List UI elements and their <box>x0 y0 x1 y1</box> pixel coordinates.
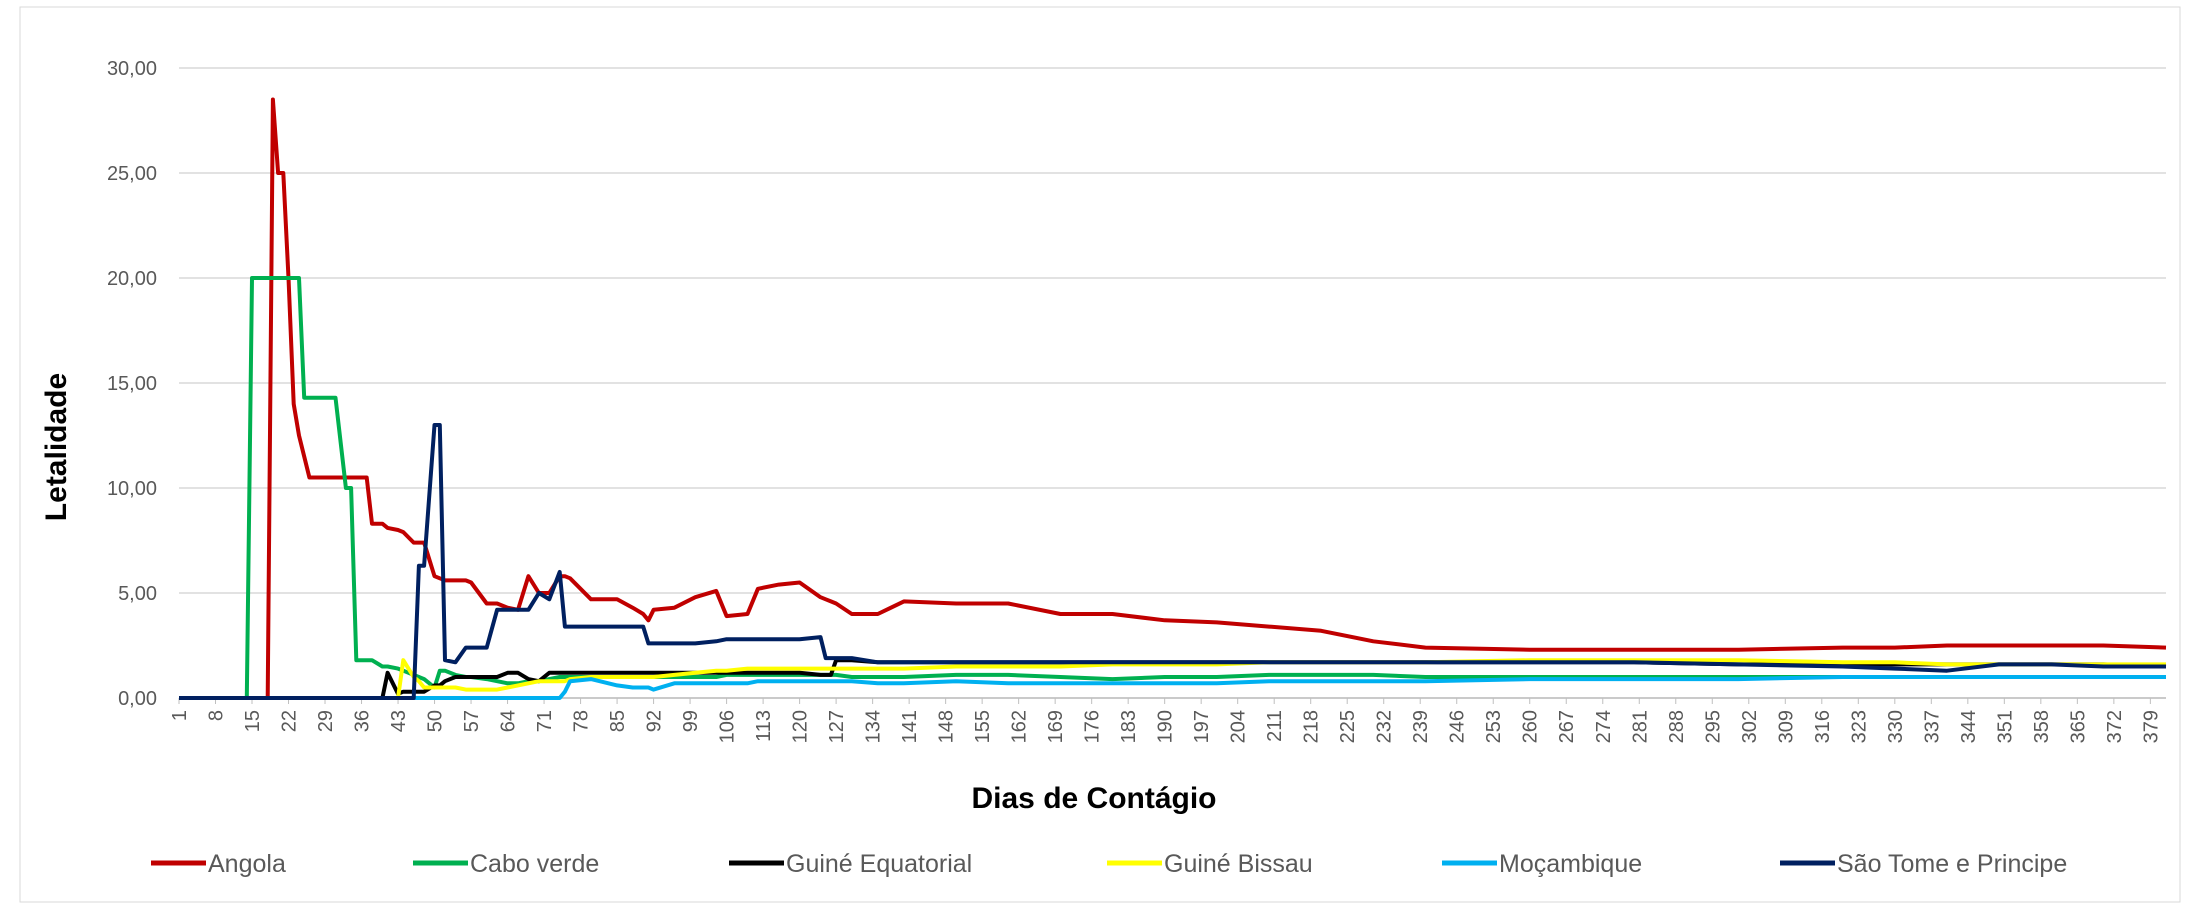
legend-label: São Tome e Principe <box>1837 850 2067 878</box>
y-tick-label: 25,00 <box>107 163 157 185</box>
legend-label: Guiné Bissau <box>1164 850 1313 878</box>
x-tick-label: 316 <box>1812 710 1834 743</box>
y-tick-label: 5,00 <box>118 583 157 605</box>
x-tick-label: 260 <box>1520 710 1542 743</box>
x-tick-label: 113 <box>753 710 775 742</box>
y-tick-label: 0,00 <box>118 688 157 710</box>
x-tick-label: 218 <box>1301 710 1323 743</box>
y-tick-label: 30,00 <box>107 58 157 80</box>
x-tick-label: 372 <box>2104 710 2126 743</box>
chart-frame <box>19 6 2181 903</box>
legend-label: Cabo verde <box>470 850 599 878</box>
x-tick-label: 295 <box>1702 710 1724 743</box>
x-tick-label: 50 <box>425 710 447 732</box>
x-tick-label: 64 <box>498 710 520 732</box>
x-tick-label: 120 <box>790 710 812 743</box>
x-tick-label: 134 <box>863 710 885 743</box>
x-tick-label: 155 <box>972 710 994 743</box>
x-tick-label: 309 <box>1775 710 1797 743</box>
x-tick-label: 358 <box>2031 710 2053 743</box>
x-tick-label: 211 <box>1264 710 1286 742</box>
series-line <box>179 276 2166 700</box>
x-tick-label: 183 <box>1118 710 1140 743</box>
x-tick-label: 1 <box>169 710 191 721</box>
x-tick-label: 176 <box>1082 710 1104 743</box>
x-tick-label: 57 <box>461 710 483 732</box>
x-tick-label: 204 <box>1228 710 1250 743</box>
x-tick-label: 29 <box>315 710 337 732</box>
x-tick-label: 106 <box>717 710 739 743</box>
x-tick-label: 8 <box>206 710 228 721</box>
legend-label: Moçambique <box>1499 850 1642 878</box>
y-tick-label: 20,00 <box>107 268 157 290</box>
x-tick-label: 281 <box>1629 710 1651 743</box>
x-axis-title: Dias de Contágio <box>971 782 1216 815</box>
x-tick-label: 225 <box>1337 710 1359 743</box>
x-tick-label: 239 <box>1410 710 1432 743</box>
x-tick-label: 288 <box>1666 710 1688 743</box>
x-tick-label: 85 <box>607 710 629 732</box>
x-tick-label: 15 <box>242 710 264 732</box>
series-line <box>179 97 2167 700</box>
x-tick-label: 323 <box>1848 710 1870 743</box>
legend-label: Angola <box>208 850 286 878</box>
y-tick-label: 15,00 <box>107 373 157 395</box>
x-tick-label: 36 <box>352 710 374 732</box>
x-tick-label: 190 <box>1155 710 1177 743</box>
x-tick-label: 78 <box>571 710 593 732</box>
x-tick-label: 92 <box>644 710 666 732</box>
x-tick-label: 232 <box>1374 710 1396 743</box>
x-tick-label: 148 <box>936 710 958 743</box>
x-tick-label: 71 <box>534 710 556 732</box>
x-tick-label: 99 <box>680 710 702 732</box>
x-tick-label: 197 <box>1191 710 1213 743</box>
x-tick-label: 253 <box>1483 710 1505 743</box>
x-tick-label: 127 <box>826 710 848 743</box>
series-line <box>179 423 2166 700</box>
x-tick-label: 246 <box>1447 710 1469 743</box>
x-tick-label: 169 <box>1045 710 1067 743</box>
x-tick-label: 344 <box>1958 710 1980 743</box>
x-tick-label: 43 <box>388 710 410 732</box>
x-tick-label: 337 <box>1921 710 1943 743</box>
legend-label: Guiné Equatorial <box>786 850 972 878</box>
x-tick-label: 274 <box>1593 710 1615 743</box>
x-tick-label: 365 <box>2067 710 2089 743</box>
x-tick-label: 330 <box>1885 710 1907 743</box>
x-tick-label: 379 <box>2140 710 2162 743</box>
x-tick-label: 22 <box>279 710 301 732</box>
y-tick-label: 10,00 <box>107 478 157 500</box>
x-tick-label: 351 <box>1994 710 2016 743</box>
x-tick-label: 162 <box>1009 710 1031 743</box>
y-axis-title: Letalidade <box>40 373 73 521</box>
x-tick-label: 141 <box>899 710 921 743</box>
x-tick-label: 302 <box>1739 710 1761 743</box>
x-tick-label: 267 <box>1556 710 1578 743</box>
